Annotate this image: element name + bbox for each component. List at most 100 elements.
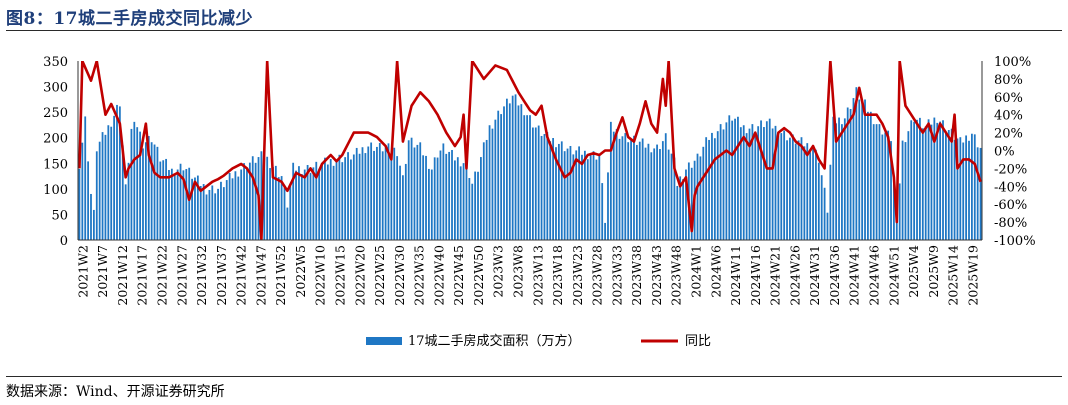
bar [116, 104, 118, 241]
legend-swatch-bar [366, 337, 402, 345]
bar [950, 128, 953, 240]
x-tick-label: 2021W27 [174, 245, 189, 306]
bar [667, 149, 670, 240]
bar [543, 134, 546, 240]
bar [182, 170, 185, 240]
bar [517, 105, 520, 240]
bar [731, 120, 734, 240]
bar [199, 185, 202, 240]
x-tick-label: 2023W23 [570, 245, 585, 306]
bar [298, 166, 300, 240]
bar [809, 152, 812, 240]
bar [624, 133, 627, 240]
bar [763, 127, 765, 240]
bar [130, 128, 133, 240]
bar [404, 163, 407, 240]
bar [656, 144, 658, 240]
bar [370, 142, 373, 240]
bar [659, 149, 661, 240]
bar [205, 194, 208, 240]
bar [142, 148, 144, 240]
bar [633, 135, 635, 240]
bar [396, 156, 399, 240]
bar [661, 141, 664, 240]
bar [751, 124, 754, 240]
bar [757, 126, 760, 240]
bar [459, 166, 462, 240]
bar [355, 147, 358, 240]
x-tick-label: 2021W22 [154, 245, 169, 306]
title-divider [6, 30, 1062, 31]
bar [557, 143, 560, 240]
bar [202, 184, 205, 240]
bar [410, 137, 413, 240]
x-tick-label: 2023W8 [510, 245, 525, 298]
bar [965, 135, 968, 240]
bar [165, 158, 167, 240]
bar [300, 174, 303, 240]
y-right-tick-label: 80% [994, 73, 1023, 88]
bar [98, 141, 101, 240]
x-tick-label: 2023W13 [530, 245, 545, 306]
bar [159, 161, 162, 240]
bar [508, 103, 511, 241]
bar [575, 150, 578, 240]
bar [638, 141, 641, 240]
bar [78, 168, 81, 240]
bar [402, 175, 404, 240]
bar [962, 142, 965, 240]
bar [968, 140, 970, 240]
bar [777, 135, 780, 240]
bar [924, 126, 927, 240]
bar [419, 142, 422, 240]
bar [843, 118, 846, 240]
bar [794, 143, 797, 240]
bar [976, 147, 979, 240]
bar [705, 137, 708, 240]
bar [930, 124, 933, 240]
bar [358, 153, 361, 240]
bar [849, 108, 852, 240]
bar [214, 193, 217, 240]
footer-divider [6, 376, 1062, 377]
bar [546, 132, 549, 240]
bar [237, 176, 240, 240]
bar [292, 162, 295, 240]
x-tick-label: 2024W21 [768, 245, 783, 306]
bar [344, 157, 347, 240]
bar [861, 99, 864, 240]
bar [482, 142, 485, 240]
bar [286, 207, 289, 240]
bar [739, 127, 742, 240]
bar [838, 117, 840, 240]
x-tick-label: 2021W7 [95, 245, 110, 298]
bar [283, 185, 286, 240]
bar [485, 139, 488, 240]
bar [786, 140, 788, 240]
bar [875, 124, 878, 240]
bar [277, 177, 280, 240]
bar [867, 111, 869, 240]
bar [887, 130, 890, 240]
y-left-tick-label: 150 [43, 157, 68, 172]
bar [956, 138, 959, 240]
bar [280, 176, 283, 240]
bar [884, 132, 887, 240]
bar [592, 151, 595, 240]
x-tick-label: 2024W6 [708, 245, 723, 298]
bar [243, 163, 245, 240]
bar [393, 147, 396, 240]
x-tick-label: 2024W16 [748, 245, 763, 306]
bar [491, 128, 494, 240]
x-tick-label: 2024W51 [886, 245, 901, 306]
x-tick-label: 2023W33 [609, 245, 624, 306]
y-right-tick-label: -100% [994, 234, 1036, 249]
x-tick-label: 2023W18 [550, 245, 565, 306]
bar [352, 154, 355, 240]
bar [690, 167, 693, 240]
bar [841, 124, 843, 240]
legend-label-bar: 17城二手房成交面积（万方） [408, 333, 581, 349]
bar [858, 99, 861, 240]
bar [933, 117, 936, 240]
